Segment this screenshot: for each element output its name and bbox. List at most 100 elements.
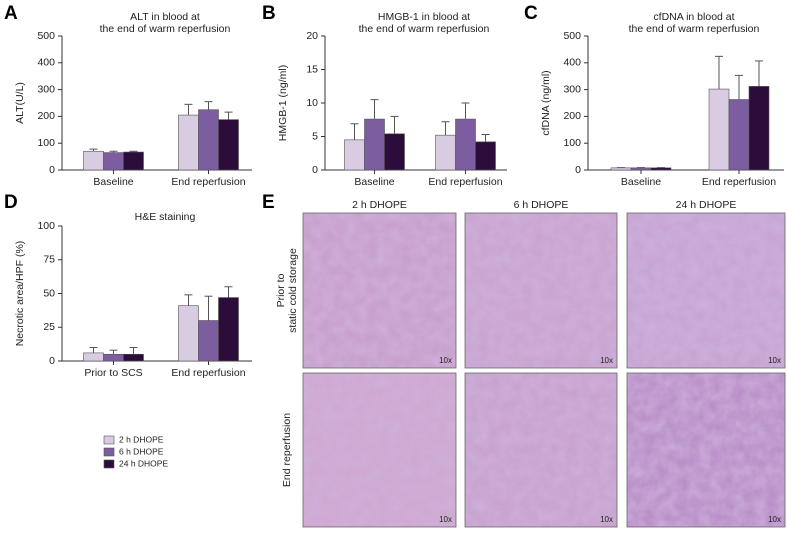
- legend-swatch: [103, 447, 115, 457]
- panel-letter: B: [262, 3, 276, 24]
- y-tick-label: 300: [563, 83, 581, 95]
- image-border: [464, 372, 618, 528]
- y-tick-label: 0: [575, 164, 581, 176]
- x-tick-label: End reperfusion: [171, 367, 245, 379]
- y-tick-label: 300: [37, 83, 55, 95]
- image-border: [626, 372, 786, 528]
- panel-letter: C: [524, 3, 538, 24]
- column-header: 24 h DHOPE: [676, 199, 737, 211]
- chart-title: ALT in blood at: [130, 11, 200, 23]
- legend-label: 6 h DHOPE: [119, 446, 164, 456]
- bar: [83, 150, 104, 171]
- bar: [178, 305, 199, 362]
- legend-label: 24 h DHOPE: [119, 458, 168, 468]
- histology-texture: [303, 373, 456, 527]
- bar: [344, 139, 365, 171]
- bar: [650, 167, 672, 171]
- y-tick-label: 100: [37, 137, 55, 149]
- chart-title: HMGB-1 in blood at: [378, 11, 470, 23]
- histology-texture: [627, 213, 785, 368]
- x-tick-label: End reperfusion: [171, 176, 245, 188]
- bar: [748, 86, 770, 171]
- y-tick-label: 50: [43, 287, 55, 299]
- bar: [364, 118, 385, 171]
- y-tick-label: 400: [37, 57, 55, 69]
- image-border: [302, 372, 457, 528]
- bar: [218, 297, 239, 362]
- bar: [630, 167, 652, 171]
- bar: [728, 99, 750, 171]
- bar: [455, 118, 476, 171]
- legend-swatch: [103, 459, 115, 469]
- chart-title: cfDNA in blood at: [653, 11, 734, 23]
- x-tick-label: End reperfusion: [702, 176, 776, 188]
- magnification: 10x: [439, 515, 452, 524]
- chart-title: the end of warm reperfusion: [359, 23, 490, 35]
- x-tick-label: End reperfusion: [428, 176, 502, 188]
- bar: [384, 133, 405, 171]
- bar: [198, 109, 219, 171]
- y-tick-label: 75: [43, 254, 55, 266]
- column-header: 6 h DHOPE: [514, 199, 569, 211]
- chart-title: the end of warm reperfusion: [629, 23, 760, 35]
- x-tick-label: Baseline: [93, 176, 133, 188]
- y-tick-label: 500: [563, 30, 581, 42]
- image-border: [464, 212, 618, 369]
- y-tick-label: 0: [49, 164, 55, 176]
- image-border: [302, 212, 457, 369]
- y-tick-label: 15: [306, 63, 318, 75]
- y-axis-label: HMGB-1 (ng/ml): [277, 65, 289, 141]
- histology-texture: [627, 373, 785, 527]
- chart-title: H&E staining: [135, 211, 196, 223]
- y-tick-label: 20: [306, 30, 318, 42]
- histology-texture: [303, 213, 456, 368]
- x-tick-label: Baseline: [354, 176, 394, 188]
- chart-title: the end of warm reperfusion: [100, 23, 231, 35]
- legend-label: 2 h DHOPE: [119, 434, 164, 444]
- x-tick-label: Baseline: [621, 176, 661, 188]
- y-tick-label: 200: [563, 110, 581, 122]
- row-label: static cold storage: [287, 248, 299, 333]
- bar: [198, 320, 219, 362]
- row-label: End reperfusion: [281, 413, 293, 487]
- image-border: [626, 212, 786, 369]
- legend-swatch: [103, 435, 115, 445]
- histology-texture: [465, 373, 617, 527]
- y-tick-label: 5: [312, 130, 318, 142]
- magnification: 10x: [439, 356, 452, 365]
- y-tick-label: 400: [563, 57, 581, 69]
- bar: [435, 134, 456, 171]
- bar: [178, 114, 199, 171]
- bar: [475, 141, 496, 171]
- magnification: 10x: [768, 356, 781, 365]
- bar: [123, 151, 144, 171]
- panel-letter: A: [4, 3, 18, 24]
- bar: [103, 353, 124, 362]
- y-tick-label: 0: [49, 355, 55, 367]
- magnification: 10x: [768, 515, 781, 524]
- magnification: 10x: [600, 356, 613, 365]
- y-axis-label: cfDNA (ng/ml): [540, 70, 552, 135]
- y-axis-label: Necrotic area/HPF (%): [14, 241, 26, 347]
- y-tick-label: 500: [37, 30, 55, 42]
- y-tick-label: 0: [312, 164, 318, 176]
- y-axis-label: ALT(U/L): [14, 82, 26, 124]
- bar: [218, 119, 239, 171]
- x-tick-label: Prior to SCS: [84, 367, 142, 379]
- y-tick-label: 100: [563, 137, 581, 149]
- row-label: Prior to: [275, 273, 287, 307]
- bar: [83, 352, 104, 362]
- histology-texture: [465, 213, 617, 368]
- bar: [123, 353, 144, 362]
- magnification: 10x: [600, 515, 613, 524]
- y-tick-label: 100: [37, 220, 55, 232]
- y-tick-label: 25: [43, 321, 55, 333]
- bar: [610, 167, 632, 171]
- panel-letter: D: [4, 192, 18, 213]
- bar: [103, 152, 124, 171]
- y-tick-label: 10: [306, 97, 318, 109]
- bar: [708, 88, 730, 171]
- panel-letter: E: [262, 192, 275, 213]
- column-header: 2 h DHOPE: [352, 199, 407, 211]
